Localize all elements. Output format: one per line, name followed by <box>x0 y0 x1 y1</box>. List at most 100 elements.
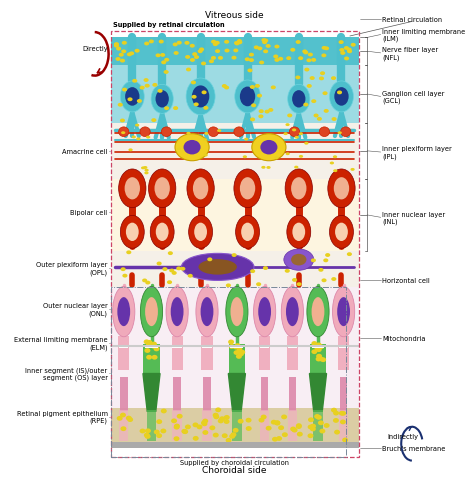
Bar <box>201 336 212 370</box>
Ellipse shape <box>331 77 336 81</box>
Ellipse shape <box>233 345 239 350</box>
Ellipse shape <box>167 281 172 285</box>
Ellipse shape <box>213 413 219 418</box>
Ellipse shape <box>239 350 245 355</box>
Ellipse shape <box>311 259 316 263</box>
Ellipse shape <box>177 148 181 151</box>
Ellipse shape <box>237 419 244 424</box>
Ellipse shape <box>222 433 228 438</box>
Bar <box>202 345 212 348</box>
Ellipse shape <box>306 59 311 63</box>
Ellipse shape <box>226 287 248 337</box>
Ellipse shape <box>118 169 146 208</box>
Ellipse shape <box>169 269 174 273</box>
Ellipse shape <box>274 45 280 49</box>
Ellipse shape <box>173 437 180 441</box>
Bar <box>340 378 347 411</box>
Ellipse shape <box>310 424 316 429</box>
Ellipse shape <box>320 72 325 76</box>
Ellipse shape <box>230 298 243 326</box>
Ellipse shape <box>186 133 191 136</box>
Text: Inner segment (IS)/outer
segment (OS) layer: Inner segment (IS)/outer segment (OS) la… <box>26 366 108 380</box>
Ellipse shape <box>271 86 276 90</box>
Ellipse shape <box>283 133 288 136</box>
Ellipse shape <box>236 354 242 359</box>
Ellipse shape <box>247 69 253 73</box>
Ellipse shape <box>230 432 237 437</box>
Ellipse shape <box>296 424 302 428</box>
Ellipse shape <box>284 249 314 271</box>
Ellipse shape <box>250 270 255 273</box>
Bar <box>173 410 182 441</box>
Ellipse shape <box>202 430 209 435</box>
Text: Nerve fiber layer
(NFL): Nerve fiber layer (NFL) <box>382 47 438 60</box>
Bar <box>111 38 358 66</box>
Ellipse shape <box>250 118 255 122</box>
Ellipse shape <box>263 50 268 54</box>
Ellipse shape <box>159 41 164 45</box>
Ellipse shape <box>151 119 156 123</box>
Ellipse shape <box>161 128 172 137</box>
Bar <box>338 336 349 370</box>
Ellipse shape <box>151 342 157 347</box>
Ellipse shape <box>173 44 178 47</box>
Bar <box>202 410 212 441</box>
Ellipse shape <box>314 414 320 419</box>
Bar <box>261 378 268 411</box>
Ellipse shape <box>310 427 316 431</box>
Ellipse shape <box>175 135 209 161</box>
Ellipse shape <box>325 254 330 257</box>
Ellipse shape <box>224 419 229 424</box>
Bar <box>111 408 358 442</box>
Ellipse shape <box>255 85 260 89</box>
Ellipse shape <box>235 81 260 114</box>
Ellipse shape <box>244 138 248 141</box>
Bar <box>203 378 211 411</box>
Ellipse shape <box>287 114 292 118</box>
Ellipse shape <box>291 178 307 200</box>
Ellipse shape <box>340 52 346 56</box>
Ellipse shape <box>228 340 234 345</box>
Ellipse shape <box>113 287 135 337</box>
Ellipse shape <box>333 156 337 159</box>
Polygon shape <box>143 374 160 411</box>
Ellipse shape <box>299 133 303 136</box>
Ellipse shape <box>331 408 337 413</box>
Ellipse shape <box>180 267 185 271</box>
Ellipse shape <box>285 169 312 208</box>
Bar <box>288 345 297 348</box>
Ellipse shape <box>346 48 352 52</box>
Ellipse shape <box>184 42 190 45</box>
Ellipse shape <box>156 223 169 242</box>
Ellipse shape <box>338 41 344 45</box>
Ellipse shape <box>173 107 178 111</box>
Ellipse shape <box>234 169 261 208</box>
Ellipse shape <box>186 79 215 116</box>
Ellipse shape <box>347 253 352 257</box>
Ellipse shape <box>117 416 123 421</box>
Ellipse shape <box>304 142 309 145</box>
Ellipse shape <box>120 413 126 418</box>
Ellipse shape <box>233 428 238 433</box>
Ellipse shape <box>334 178 349 200</box>
Ellipse shape <box>249 59 254 63</box>
Ellipse shape <box>203 154 208 157</box>
Ellipse shape <box>340 411 346 416</box>
Ellipse shape <box>211 41 216 45</box>
Text: Retinal pigment epithelium
(RPE): Retinal pigment epithelium (RPE) <box>17 410 108 424</box>
Ellipse shape <box>114 43 119 47</box>
Ellipse shape <box>319 128 329 137</box>
Ellipse shape <box>314 346 320 351</box>
Text: External limiting membrane
(ELM): External limiting membrane (ELM) <box>14 336 108 350</box>
Ellipse shape <box>120 82 144 113</box>
Ellipse shape <box>298 57 303 61</box>
Ellipse shape <box>273 55 278 59</box>
Ellipse shape <box>174 424 180 428</box>
Ellipse shape <box>122 42 127 45</box>
Ellipse shape <box>224 415 230 420</box>
Ellipse shape <box>266 166 271 169</box>
Ellipse shape <box>128 149 133 152</box>
Ellipse shape <box>218 57 223 60</box>
Ellipse shape <box>213 43 218 47</box>
Ellipse shape <box>318 357 324 362</box>
